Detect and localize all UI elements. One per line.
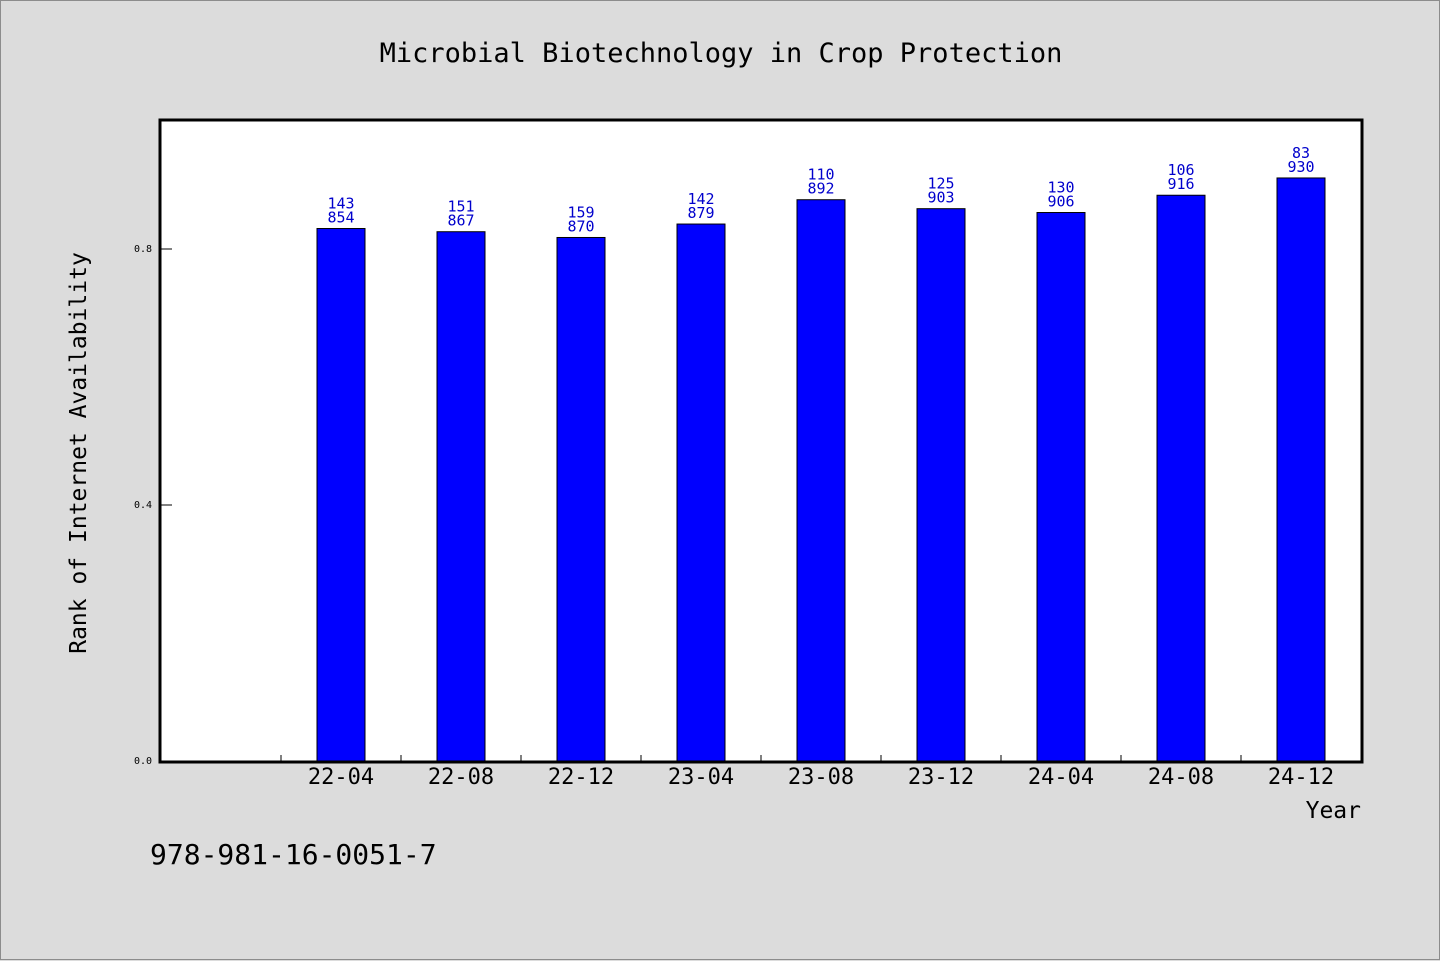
bar-label-bottom: 906	[1047, 193, 1074, 211]
x-tick-label: 22-12	[548, 765, 614, 790]
x-tick-label: 24-08	[1148, 765, 1214, 790]
bar-label-top: 130	[1047, 179, 1074, 197]
bar-label-bottom: 892	[807, 180, 834, 198]
bar-label-bottom: 867	[447, 212, 474, 230]
bar-label-bottom: 903	[927, 189, 954, 207]
isbn-footer: 978-981-16-0051-7	[150, 838, 437, 871]
y-axis-ticks: 0.0 0.4 0.8	[134, 244, 172, 767]
bar	[796, 199, 846, 762]
bar-label-top: 125	[927, 175, 954, 193]
bar	[1156, 194, 1206, 762]
bar	[1276, 177, 1326, 762]
x-axis-ticks: 22-04 22-08 22-12 23-04 23-08 23-12 24-04 24-08…	[280, 755, 1362, 790]
bar	[556, 236, 606, 762]
bar-label-top: 110	[807, 166, 834, 184]
bar-label-top: 143	[327, 195, 354, 213]
y-tick-label: 0.4	[134, 500, 152, 511]
bar-label-top: 159	[567, 203, 594, 221]
bar	[916, 208, 966, 762]
bar-label-bottom: 879	[687, 204, 714, 222]
bar-label-bottom: 870	[567, 217, 594, 235]
bar-label-top: 106	[1167, 161, 1194, 179]
x-tick-label: 22-08	[428, 765, 494, 790]
bar	[676, 223, 726, 762]
bar	[316, 228, 366, 762]
bar	[436, 231, 486, 762]
y-axis-label: Rank of Internet Availability	[66, 252, 92, 654]
x-axis-label: Year	[1306, 798, 1361, 824]
bar-label-bottom: 916	[1167, 175, 1194, 193]
bar-label-bottom: 930	[1287, 158, 1314, 176]
x-tick-label: 23-08	[788, 765, 854, 790]
x-tick-label: 24-12	[1268, 765, 1334, 790]
x-tick-label: 23-12	[908, 765, 974, 790]
bar-label-top: 142	[687, 190, 714, 208]
x-tick-label: 23-04	[668, 765, 734, 790]
chart-title: Microbial Biotechnology in Crop Protecti…	[380, 38, 1063, 69]
bar-label-bottom: 854	[327, 209, 354, 227]
bar	[1036, 212, 1086, 762]
y-tick-label: 0.0	[134, 756, 152, 767]
bar-label-top: 151	[447, 198, 474, 216]
bar-label-top: 83	[1292, 144, 1310, 162]
y-tick-label: 0.8	[134, 244, 152, 255]
x-tick-label: 24-04	[1028, 765, 1094, 790]
x-tick-label: 22-04	[308, 765, 374, 790]
bar-series	[316, 177, 1326, 762]
